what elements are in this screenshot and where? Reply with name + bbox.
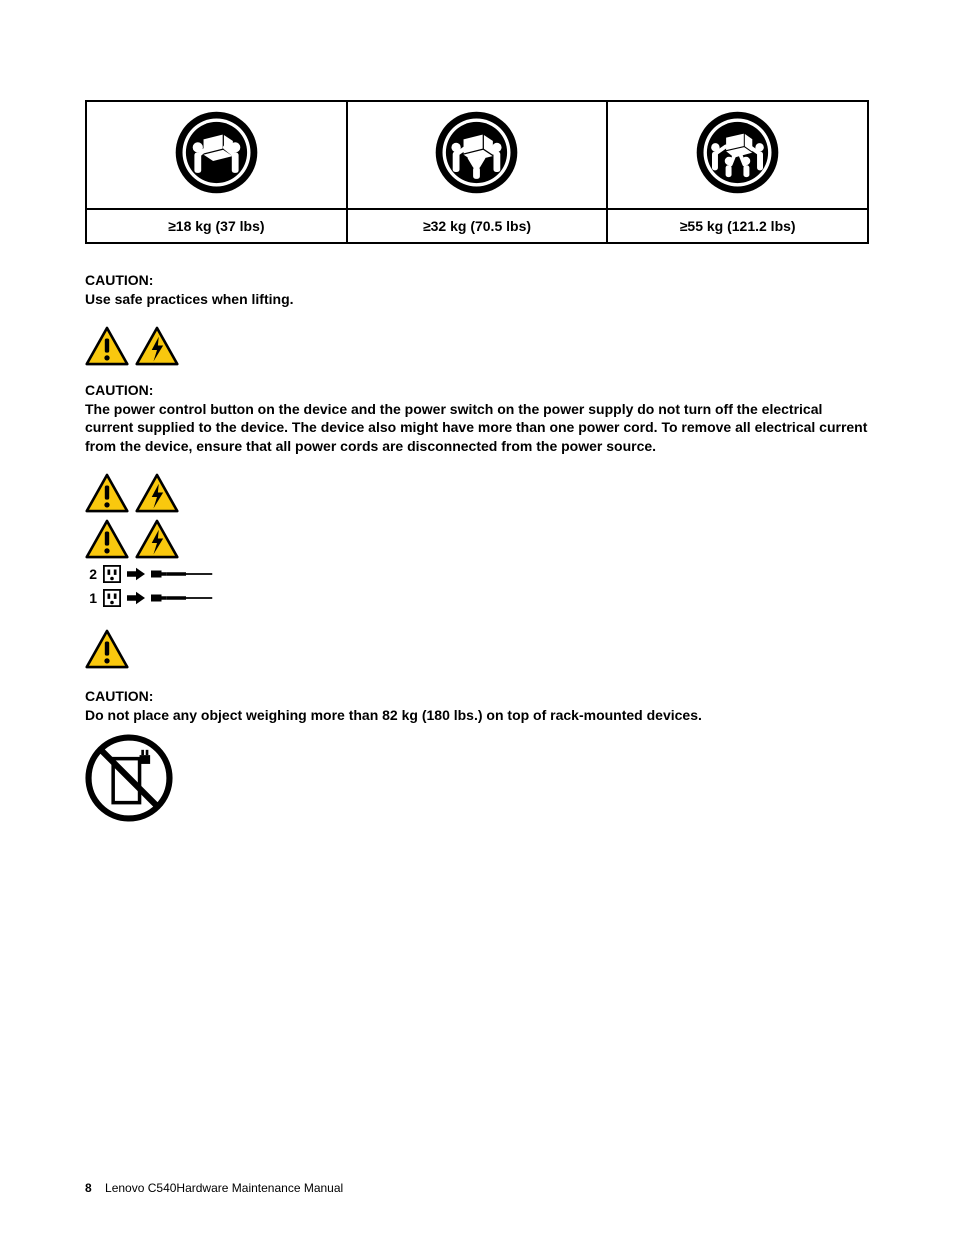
page-number: 8 [85, 1181, 92, 1195]
cord-row-1: 1 [85, 589, 869, 607]
outlet-icon [103, 589, 121, 607]
outlet-icon [103, 565, 121, 583]
caution-3-label: CAUTION: [85, 688, 869, 704]
plug-cord-icon [151, 567, 221, 581]
cord-num-2: 2 [85, 566, 97, 582]
caution-1-label: CAUTION: [85, 272, 869, 288]
warning-exclaim-icon [85, 326, 129, 366]
cord-row-2: 2 [85, 565, 869, 583]
weight-label-2: ≥32 kg (70.5 lbs) [347, 209, 608, 243]
caution-3-text: Do not place any object weighing more th… [85, 706, 869, 724]
warning-bolt-icon [135, 326, 179, 366]
arrow-icon [127, 591, 145, 605]
weight-label-1: ≥18 kg (37 lbs) [86, 209, 347, 243]
lift-2person-icon [174, 110, 259, 195]
weight-table: ≥18 kg (37 lbs) ≥32 kg (70.5 lbs) ≥55 kg… [85, 100, 869, 244]
lift-icon-cell-2 [347, 101, 608, 209]
warning-pair-1 [85, 326, 869, 366]
lift-icon-cell-3 [607, 101, 868, 209]
warning-power-stack: 2 1 [85, 473, 869, 607]
page-footer: 8 Lenovo C540Hardware Maintenance Manual [85, 1181, 343, 1195]
footer-title: Lenovo C540Hardware Maintenance Manual [105, 1181, 343, 1195]
lift-3person-icon [434, 110, 519, 195]
lift-4person-icon [695, 110, 780, 195]
lift-icon-cell-1 [86, 101, 347, 209]
warning-exclaim-icon [85, 519, 129, 559]
warning-exclaim-icon [85, 473, 129, 513]
prohibit-rack-weight-icon [85, 734, 869, 827]
caution-2-label: CAUTION: [85, 382, 869, 398]
arrow-icon [127, 567, 145, 581]
cord-num-1: 1 [85, 590, 97, 606]
weight-label-3: ≥55 kg (121.2 lbs) [607, 209, 868, 243]
warning-single [85, 629, 869, 674]
caution-1-text: Use safe practices when lifting. [85, 290, 869, 308]
plug-cord-icon [151, 591, 221, 605]
warning-bolt-icon [135, 473, 179, 513]
warning-exclaim-icon [85, 629, 129, 669]
warning-bolt-icon [135, 519, 179, 559]
caution-2-text: The power control button on the device a… [85, 400, 869, 455]
